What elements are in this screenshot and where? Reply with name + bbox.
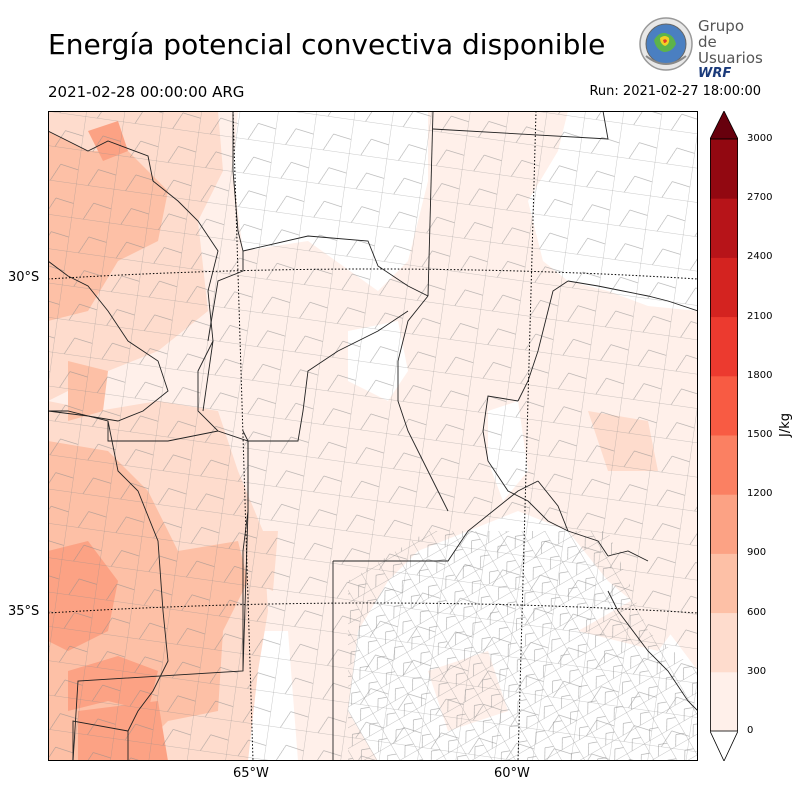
colorbar-segment (710, 671, 738, 732)
colorbar-tick-label: 0 (747, 725, 754, 736)
colorbar-tick-label: 1800 (747, 369, 773, 381)
colorbar-segment (710, 198, 738, 258)
lat-label-35s: 35°S (8, 604, 40, 619)
graticule (48, 111, 698, 761)
colorbar-tick-label: 1200 (747, 488, 773, 500)
colorbar-tick-label: 2100 (747, 310, 773, 322)
logo-line3: WRF (698, 66, 732, 81)
colorbar-segment (710, 316, 738, 377)
lon-label-60w: 60°W (494, 766, 530, 781)
map-frame (48, 111, 698, 761)
logo-line2: Usuarios (698, 49, 763, 67)
colorbar-segment (710, 139, 738, 199)
colorbar-tick-label: 1500 (747, 429, 773, 440)
province-borders (48, 111, 698, 761)
colorbar-over-triangle (710, 111, 738, 140)
cape-map (48, 111, 698, 761)
colorbar-tick-label: 3000 (747, 133, 773, 144)
colorbar-tick-label: 300 (747, 665, 767, 677)
valid-time: 2021-02-28 00:00:00 ARG (48, 83, 245, 101)
colorbar-segment (710, 257, 738, 318)
colorbar-segment (710, 375, 738, 436)
colorbar-tick-label: 2700 (747, 192, 773, 204)
wrf-logo: Grupo de Usuarios WRF (638, 16, 763, 81)
colorbar-segment (710, 494, 738, 554)
colorbar-tick-label: 600 (747, 606, 767, 618)
lat-label-30s: 30°S (8, 270, 40, 285)
globe-icon (639, 17, 693, 71)
colorbar (710, 111, 738, 761)
run-time: Run: 2021-02-27 18:00:00 (589, 84, 761, 99)
logo-line1: Grupo de (698, 17, 744, 51)
colorbar-unit: J/kg (778, 413, 793, 437)
colorbar-segment (710, 553, 738, 614)
colorbar-segment (710, 435, 738, 495)
colorbar-tick-label: 2400 (747, 251, 773, 263)
colorbar-tick-label: 900 (747, 547, 767, 559)
page-title: Energía potencial convectiva disponible (48, 28, 606, 61)
colorbar-under-triangle (710, 730, 738, 761)
lon-label-65w: 65°W (233, 766, 269, 781)
colorbar-segment (710, 612, 738, 673)
